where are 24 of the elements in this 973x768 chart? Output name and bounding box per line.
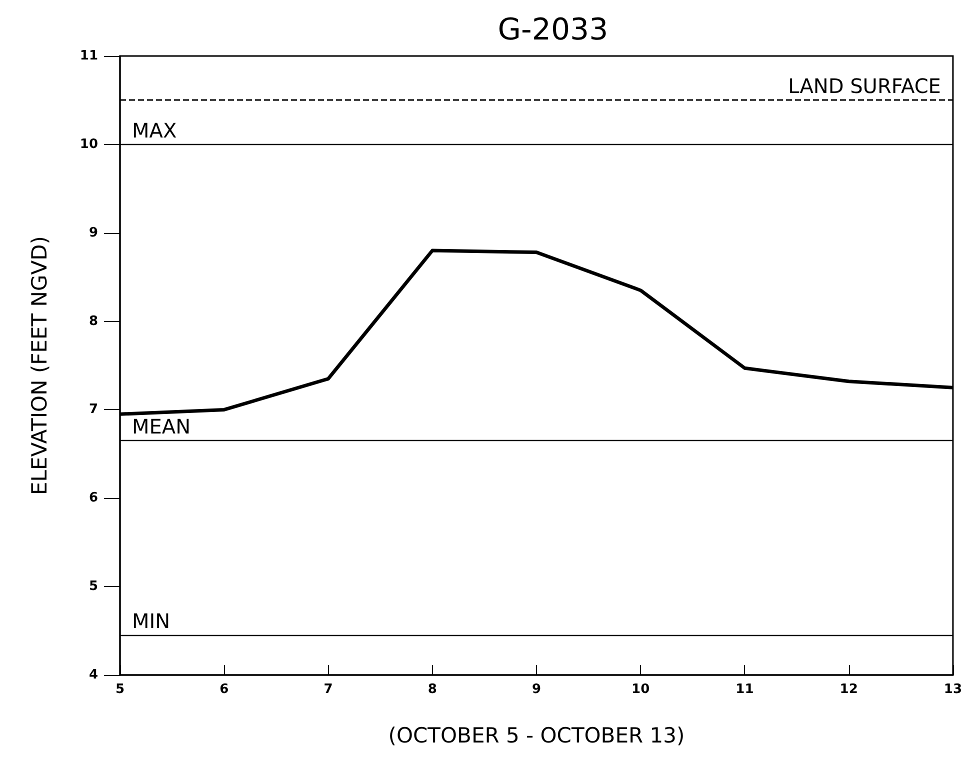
y-tick-label: 11 [80,48,98,64]
x-tick-label: 11 [736,682,754,697]
x-tick-label: 10 [632,682,650,697]
y-tick-label: 8 [88,314,98,329]
x-tick-label: 5 [115,682,125,697]
x-tick-label: 13 [944,682,962,697]
y-tick-label: 4 [88,668,98,682]
y-tick-label: 9 [88,225,98,240]
x-axis-title: (OCTOBER 5 - OCTOBER 13) [388,724,685,748]
x-tick-label: 6 [220,682,229,697]
ref-line-label: LAND SURFACE [788,74,941,98]
y-tick-label: 5 [88,579,98,594]
x-tick-label: 12 [840,682,858,697]
y-tick-label: 10 [80,136,98,152]
y-tick-label: 7 [88,402,98,418]
ref-line-label: MEAN [132,414,191,439]
x-tick-label: 9 [532,682,541,697]
y-axis-title: ELEVATION (FEET NGVD) [28,236,52,495]
x-tick-label: 8 [428,682,437,697]
ref-line-label: MAX [132,118,177,142]
y-tick-label: 6 [88,490,98,506]
x-tick-label: 7 [324,682,333,697]
ref-line-label: MIN [132,609,170,634]
chart-title: G-2033 [498,12,608,48]
